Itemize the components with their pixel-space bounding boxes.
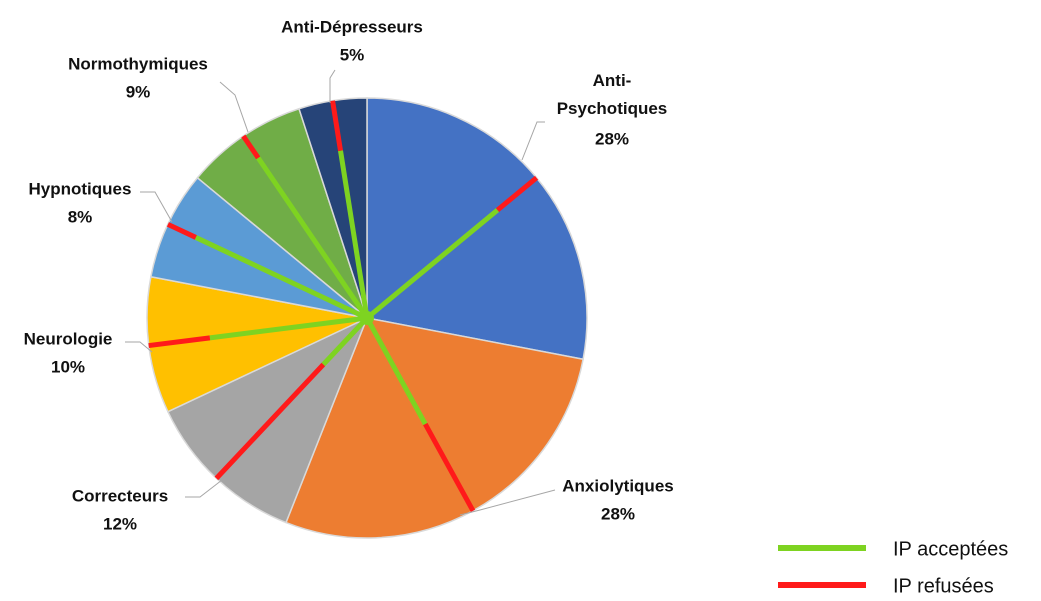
ratio-line: [330, 100, 343, 152]
legend-label: IP acceptées: [893, 538, 1008, 560]
ratio-line: [194, 235, 369, 321]
ratio-line: [241, 134, 261, 160]
percent-label: 8%: [68, 207, 93, 226]
percent-label: 28%: [595, 129, 629, 148]
leader-line: [185, 479, 223, 498]
leader-line: [521, 121, 545, 161]
category-label: Correcteurs: [72, 486, 168, 505]
legend-label: IP refusées: [893, 575, 994, 597]
ratio-line: [423, 422, 476, 512]
category-label: Anti-Dépresseurs: [281, 17, 423, 36]
ratio-line: [338, 150, 370, 319]
percent-label: 28%: [601, 504, 635, 523]
category-label: Neurologie: [24, 329, 113, 348]
ratio-line: [365, 208, 500, 320]
percent-label: 12%: [103, 514, 137, 533]
category-label: Hypnotiques: [29, 179, 132, 198]
label-part: Psychotiques: [557, 99, 668, 118]
ratio-line: [209, 315, 368, 341]
pie-center: [360, 311, 374, 325]
ratio-line: [214, 362, 326, 481]
leader-line: [125, 341, 153, 353]
ratio-line: [364, 316, 428, 426]
label-part: Anti-: [593, 71, 632, 90]
ratio-line: [321, 316, 369, 367]
percent-label: 9%: [126, 82, 151, 101]
ratio-line: [495, 175, 539, 212]
leader-line: [219, 81, 249, 133]
category-label: Anti- Psychotiques: [557, 71, 668, 118]
category-label: Normothymiques: [68, 54, 208, 73]
ratio-line: [256, 156, 370, 320]
leader-line: [329, 69, 336, 103]
percent-label: 10%: [51, 357, 85, 376]
ratio-line: [148, 335, 211, 349]
category-label: Anxiolytiques: [562, 476, 673, 495]
ratio-line: [166, 222, 197, 240]
leader-line: [459, 489, 556, 516]
leader-line: [140, 191, 173, 223]
percent-label: 5%: [340, 45, 365, 64]
